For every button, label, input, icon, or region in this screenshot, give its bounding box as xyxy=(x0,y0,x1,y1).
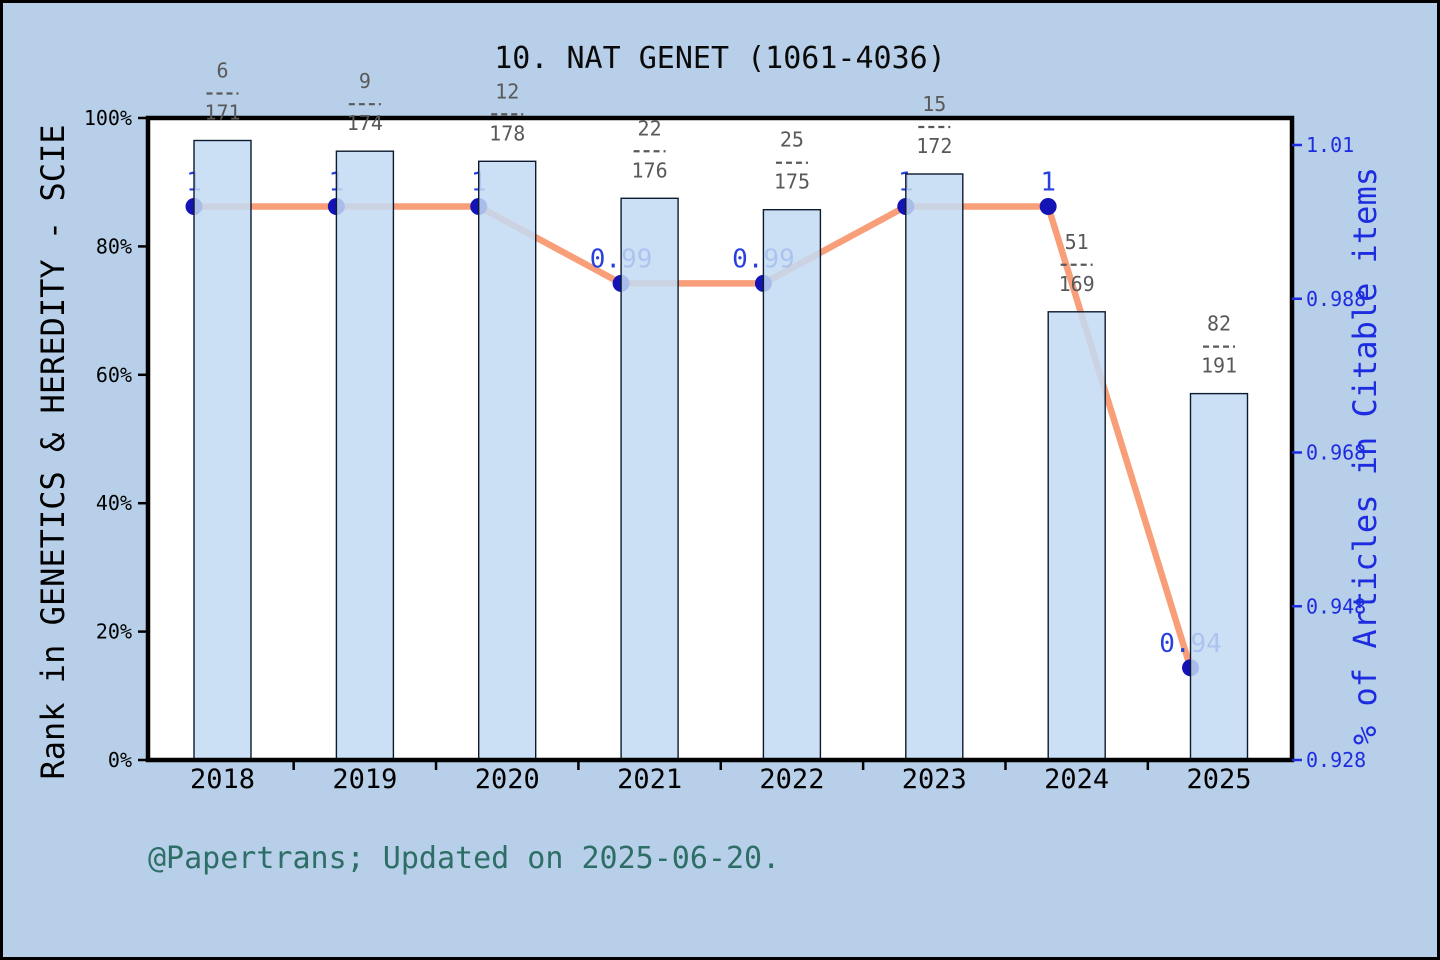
x-axis-year-label: 2021 xyxy=(617,764,682,795)
rank-denominator: 171 xyxy=(204,101,240,125)
rank-numerator: 82 xyxy=(1207,312,1231,336)
rank-numerator: 6 xyxy=(216,59,228,83)
left-axis-tick-label: 20% xyxy=(96,620,132,644)
chart-title: 10. NAT GENET (1061-4036) xyxy=(494,41,946,76)
plot-border xyxy=(145,115,1295,763)
right-axis-title: % of Articles in Citable items xyxy=(1346,167,1384,745)
x-axis-year-label: 2024 xyxy=(1044,764,1109,795)
bar xyxy=(335,150,395,761)
rank-denominator: 174 xyxy=(347,111,383,135)
x-axis-year-label: 2022 xyxy=(759,764,824,795)
right-axis-tick-label: 0.948 xyxy=(1306,594,1366,618)
right-axis-tick-label: 1.01 xyxy=(1306,133,1354,157)
rank-numerator: 51 xyxy=(1065,230,1089,254)
rank-denominator: 176 xyxy=(632,158,668,182)
right-axis-tick-label: 0.988 xyxy=(1306,287,1366,311)
rank-denominator: 172 xyxy=(916,134,952,158)
axes-layer: 0% 20% 40% 60% 80% 100% 1.01 0.988 0.968 0.948 0.9… xyxy=(84,106,1366,795)
left-axis-tick-label: 60% xyxy=(96,363,132,387)
rank-numerator: 9 xyxy=(359,69,371,93)
bar xyxy=(1047,311,1106,761)
right-axis-tick-label: 0.968 xyxy=(1306,441,1366,465)
bar xyxy=(193,139,252,761)
rank-denominator: 175 xyxy=(774,170,810,194)
fraction-annotations-layer: 6 171 9 174 12 178 22 176 25 175 15 172 51 169 82 191 xyxy=(204,59,1237,378)
rank-denominator: 191 xyxy=(1201,354,1237,378)
left-axis-tick-label: 40% xyxy=(96,491,132,515)
rank-denominator: 178 xyxy=(489,121,525,145)
bar xyxy=(905,173,964,761)
x-axis-year-label: 2020 xyxy=(475,764,540,795)
rank-denominator: 169 xyxy=(1059,272,1095,296)
x-axis-year-label: 2018 xyxy=(190,764,255,795)
left-axis-tick-label: 80% xyxy=(96,234,132,258)
rank-numerator: 25 xyxy=(780,128,804,152)
line-marker xyxy=(1039,198,1057,215)
x-axis-year-label: 2025 xyxy=(1187,764,1252,795)
left-axis-tick-label: 0% xyxy=(108,748,132,772)
bar-series-layer xyxy=(193,139,1249,761)
bar xyxy=(478,160,537,761)
line-value-label: 1 xyxy=(1040,168,1056,198)
bar xyxy=(620,197,679,761)
left-axis-title: Rank in GENETICS & HEREDITY - SCIE xyxy=(34,124,72,779)
bar xyxy=(1189,392,1249,761)
rank-numerator: 15 xyxy=(922,92,946,116)
left-axis-tick-label: 100% xyxy=(84,106,132,130)
rank-numerator: 12 xyxy=(495,79,519,103)
watermark-text: @Papertrans; Updated on 2025-06-20. xyxy=(148,841,780,876)
bar xyxy=(762,208,822,761)
x-axis-year-label: 2023 xyxy=(902,764,967,795)
rank-numerator: 22 xyxy=(638,116,662,140)
right-axis-tick-label: 0.928 xyxy=(1306,748,1366,772)
x-axis-year-label: 2019 xyxy=(332,764,397,795)
